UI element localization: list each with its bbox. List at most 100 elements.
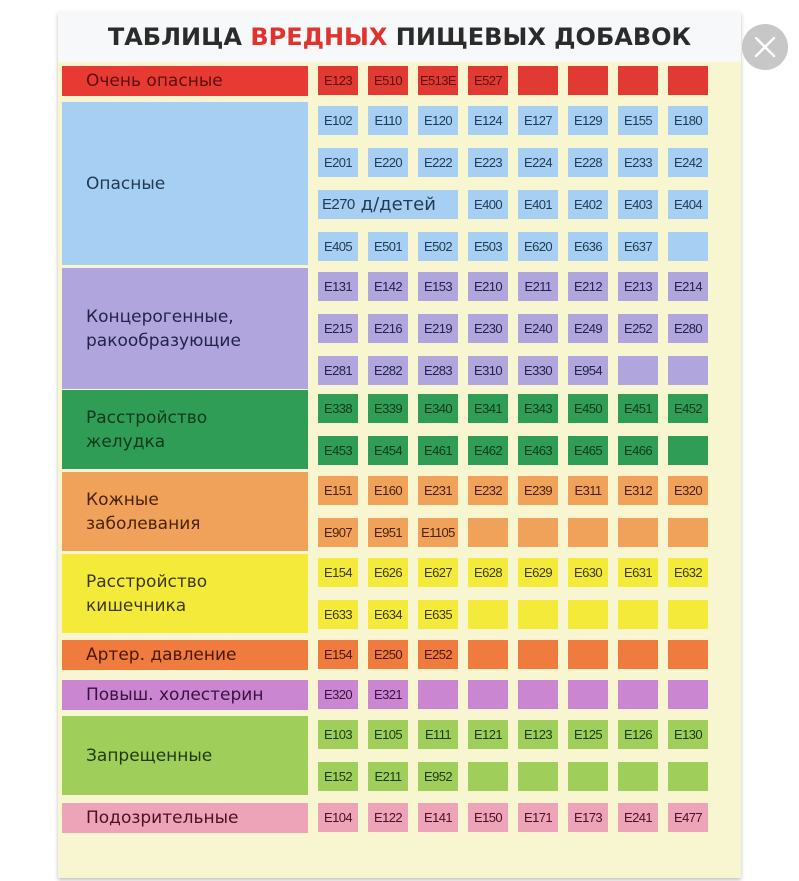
- additive-code: E450: [568, 394, 608, 423]
- additive-code: E280: [668, 314, 708, 343]
- additive-code: E123: [518, 720, 558, 749]
- empty-cell: [618, 680, 658, 709]
- additive-code: E222: [418, 148, 458, 177]
- additive-code: E461: [418, 436, 458, 465]
- additives-table-card: ТАБЛИЦА ВРЕДНЫХ ПИЩЕВЫХ ДОБАВОК Очень оп…: [58, 12, 741, 878]
- empty-cell: [518, 640, 558, 669]
- additive-code: E339: [368, 394, 408, 423]
- additive-code: E907: [318, 518, 358, 547]
- additive-code: E211: [368, 762, 408, 791]
- additive-code: E180: [668, 106, 708, 135]
- additive-code: E252: [418, 640, 458, 669]
- additive-code: E403: [618, 190, 658, 219]
- additive-code: E152: [318, 762, 358, 791]
- additive-code: E462: [468, 436, 508, 465]
- additive-code: E321: [368, 680, 408, 709]
- empty-cell: [468, 762, 508, 791]
- additive-code: E338: [318, 394, 358, 423]
- additive-code: E104: [318, 803, 358, 832]
- additive-code: E155: [618, 106, 658, 135]
- additive-code: E631: [618, 558, 658, 587]
- additive-code: E629: [518, 558, 558, 587]
- additive-code: E216: [368, 314, 408, 343]
- close-button[interactable]: [742, 24, 788, 70]
- group-label: Повыш. холестерин: [62, 680, 308, 710]
- additive-code: E220: [368, 148, 408, 177]
- empty-cell: [418, 680, 458, 709]
- empty-cell: [668, 680, 708, 709]
- empty-cell: [468, 600, 508, 629]
- group-label: Опасные: [62, 102, 308, 265]
- empty-cell: [618, 356, 658, 385]
- additive-code: E401: [518, 190, 558, 219]
- additive-code: E131: [318, 272, 358, 301]
- additive-code: E320: [318, 680, 358, 709]
- additive-code: E242: [668, 148, 708, 177]
- additive-code: E466: [618, 436, 658, 465]
- additive-code: E620: [518, 232, 558, 261]
- additive-code: E130: [668, 720, 708, 749]
- additive-code: E129: [568, 106, 608, 135]
- additive-code: E160: [368, 476, 408, 505]
- empty-cell: [568, 518, 608, 547]
- empty-cell: [518, 680, 558, 709]
- additive-code: E513E: [418, 66, 458, 95]
- group-label: Расстройство желудка: [62, 390, 308, 469]
- additive-code: E127: [518, 106, 558, 135]
- additive-code: E173: [568, 803, 608, 832]
- additive-code: E151: [318, 476, 358, 505]
- additive-code: E123: [318, 66, 358, 95]
- empty-cell: [668, 232, 708, 261]
- additive-code: E451: [618, 394, 658, 423]
- additive-code: E1105: [418, 518, 458, 547]
- additive-code: E153: [418, 272, 458, 301]
- group-label: Подозрительные: [62, 803, 308, 833]
- empty-cell: [668, 66, 708, 95]
- additive-code: E121: [468, 720, 508, 749]
- additive-code: E453: [318, 436, 358, 465]
- empty-cell: [618, 66, 658, 95]
- additive-code: E239: [518, 476, 558, 505]
- additive-code: E632: [668, 558, 708, 587]
- additive-code: E125: [568, 720, 608, 749]
- empty-cell: [568, 680, 608, 709]
- additive-code: E502: [418, 232, 458, 261]
- additive-code: E171: [518, 803, 558, 832]
- additive-code: E452: [668, 394, 708, 423]
- additive-code: E627: [418, 558, 458, 587]
- additive-code: E954: [568, 356, 608, 385]
- additive-code: E463: [518, 436, 558, 465]
- additive-code: E270 д/детей: [318, 190, 458, 219]
- empty-cell: [668, 640, 708, 669]
- empty-cell: [518, 600, 558, 629]
- empty-cell: [568, 762, 608, 791]
- empty-cell: [618, 518, 658, 547]
- additive-code: E120: [418, 106, 458, 135]
- additive-code: E105: [368, 720, 408, 749]
- additive-code: E952: [418, 762, 458, 791]
- additive-code: E102: [318, 106, 358, 135]
- additive-code: E310: [468, 356, 508, 385]
- additive-code: E214: [668, 272, 708, 301]
- empty-cell: [518, 762, 558, 791]
- close-icon: [754, 36, 776, 58]
- empty-cell: [468, 640, 508, 669]
- empty-cell: [468, 680, 508, 709]
- additive-code: E510: [368, 66, 408, 95]
- page-title: ТАБЛИЦА ВРЕДНЫХ ПИЩЕВЫХ ДОБАВОК: [107, 23, 692, 51]
- additive-code: E501: [368, 232, 408, 261]
- group-label: Кожные заболевания: [62, 472, 308, 551]
- empty-cell: [568, 66, 608, 95]
- empty-cell: [618, 762, 658, 791]
- title-bar: ТАБЛИЦА ВРЕДНЫХ ПИЩЕВЫХ ДОБАВОК: [58, 12, 741, 62]
- additive-code: E503: [468, 232, 508, 261]
- additive-code: E340: [418, 394, 458, 423]
- additive-code: E233: [618, 148, 658, 177]
- additive-code: E224: [518, 148, 558, 177]
- additive-code: E212: [568, 272, 608, 301]
- additive-code: E213: [618, 272, 658, 301]
- additive-code: E633: [318, 600, 358, 629]
- additive-code: E311: [568, 476, 608, 505]
- additive-code: E320: [668, 476, 708, 505]
- empty-cell: [568, 600, 608, 629]
